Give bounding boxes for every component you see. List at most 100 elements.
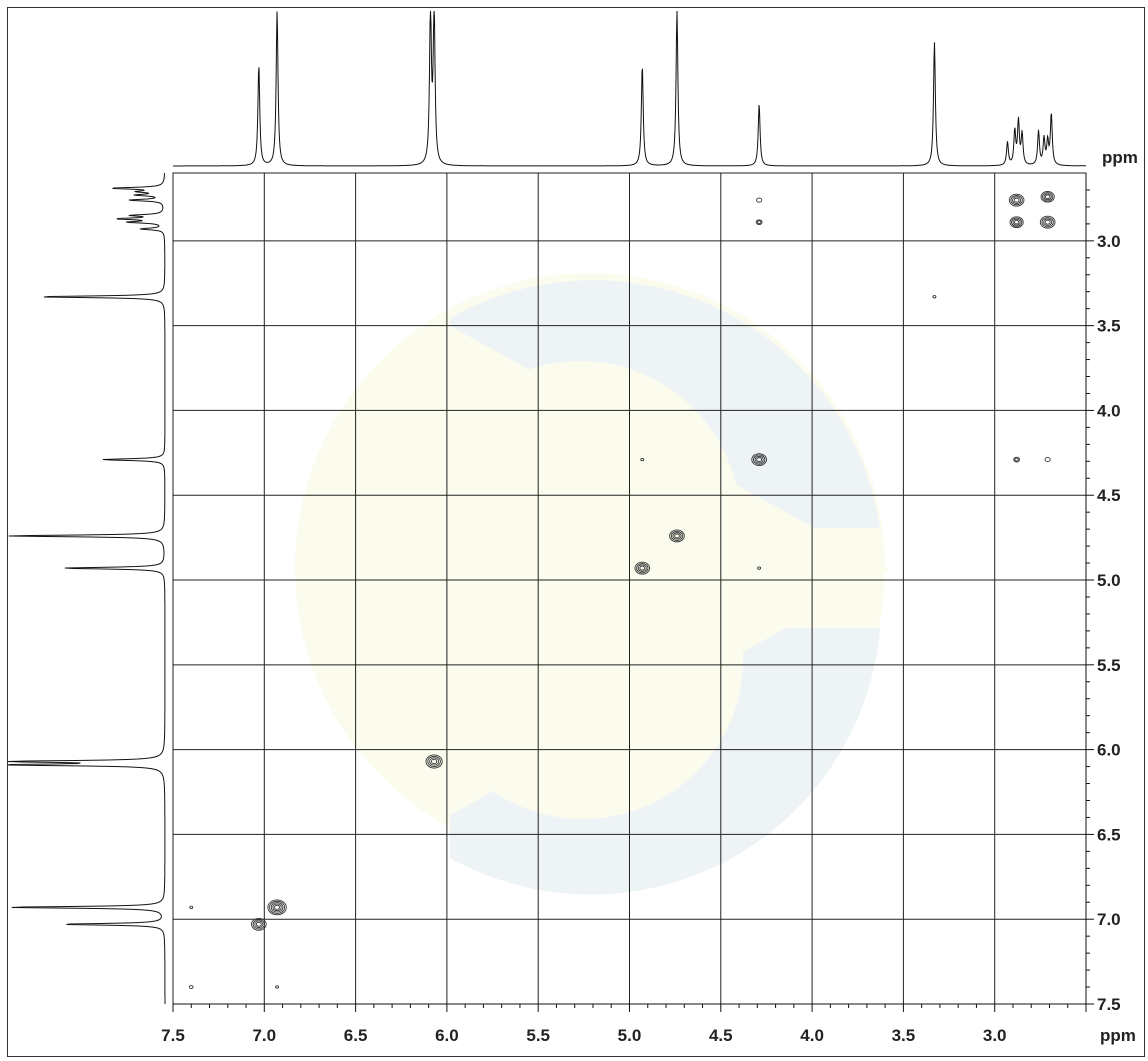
- cross-peak-contour: [1044, 457, 1051, 463]
- cross-peak: [669, 529, 685, 543]
- cross-peak: [251, 917, 267, 931]
- cross-peak: [1040, 190, 1055, 203]
- cross-peak-contour: [275, 985, 280, 989]
- y-tick-label: 4.5: [1097, 486, 1121, 505]
- cross-peak-contour: [430, 758, 438, 765]
- cross-peak-contour: [1043, 193, 1052, 201]
- cross-peak-contour: [756, 457, 763, 463]
- cross-peak-contour: [269, 900, 286, 914]
- cross-peak: [757, 566, 762, 570]
- cross-peak-contour: [255, 921, 262, 927]
- x-tick-label: 3.0: [983, 1026, 1007, 1045]
- y-tick-label: 7.0: [1097, 910, 1121, 929]
- top-projection-trace: [173, 10, 1087, 167]
- watermark-yellow-wedge: [445, 323, 890, 818]
- cross-peak-contour: [270, 902, 284, 913]
- cross-peak-contour: [189, 905, 194, 909]
- y-tick-label: 5.0: [1097, 571, 1121, 590]
- cross-peak-contour: [757, 566, 762, 570]
- x-tick-label: 7.0: [252, 1026, 276, 1045]
- cross-peak-contour: [754, 455, 764, 464]
- cross-peak-contour: [254, 920, 264, 929]
- cross-peak-contour: [1009, 216, 1024, 228]
- x-axis-unit-label: ppm: [1100, 1026, 1136, 1045]
- cross-peak-contour: [251, 917, 267, 931]
- plot-grid: [172, 172, 1087, 1005]
- cross-peak-contour: [1010, 195, 1023, 206]
- x-tick-label: 5.0: [618, 1026, 642, 1045]
- y-tick-label: 3.0: [1097, 232, 1121, 251]
- cross-peak-contour: [932, 295, 937, 299]
- cross-peak: [189, 905, 194, 909]
- cross-peak-contour: [674, 533, 680, 539]
- cross-peak-contour: [756, 197, 763, 203]
- cross-peak-contour: [425, 754, 443, 769]
- cross-peak-contour: [1012, 196, 1022, 204]
- y-tick-label: 6.0: [1097, 741, 1121, 760]
- cross-peak-contour: [1041, 217, 1054, 228]
- cross-peak-contour: [670, 530, 684, 542]
- cross-peak: [756, 197, 763, 203]
- x-tick-label: 7.5: [161, 1026, 185, 1045]
- cross-peak-contour: [1039, 215, 1056, 229]
- cross-peak-contour: [637, 564, 647, 572]
- x-tick-label: 6.0: [435, 1026, 459, 1045]
- cross-peak-contour: [756, 220, 762, 225]
- cross-peak-contour: [1011, 217, 1023, 227]
- cross-peak: [425, 754, 443, 769]
- cross-peak: [1039, 215, 1056, 229]
- cross-peaks: [188, 190, 1056, 989]
- cross-peak-contour: [751, 453, 767, 467]
- cross-peak-contour: [634, 561, 651, 575]
- x-tick-label: 4.5: [709, 1026, 733, 1045]
- cross-peak-contour: [1013, 456, 1021, 463]
- cross-peak-contour: [752, 454, 766, 465]
- cross-peak-contour: [639, 565, 646, 571]
- y-tick-label: 3.5: [1097, 317, 1121, 336]
- cross-peak-contour: [1012, 218, 1021, 226]
- cross-peak: [1008, 193, 1025, 207]
- y-tick-label: 7.5: [1097, 995, 1121, 1014]
- watermark-blue-arc-top: [450, 280, 880, 528]
- cross-peak-contour: [1013, 219, 1020, 225]
- cross-peak-contour: [1043, 218, 1053, 226]
- y-tick-label: 4.0: [1097, 401, 1121, 420]
- cross-peak: [188, 985, 194, 989]
- cross-peak-contour: [640, 457, 645, 462]
- x-tick-label: 5.5: [526, 1026, 550, 1045]
- cross-peak-contour: [1044, 194, 1051, 199]
- cross-peak-contour: [672, 532, 682, 540]
- x-axis: 7.5 7.0 6.5 6.0 5.5 5.0 4.5 4.0 3.5 3.0: [161, 1003, 1087, 1045]
- cross-peak: [634, 561, 651, 575]
- cross-peak-contour: [1044, 219, 1051, 225]
- cross-peak-contour: [274, 904, 281, 910]
- cross-peak: [755, 219, 763, 226]
- cross-peak-contour: [427, 755, 441, 768]
- cross-peak-contour: [669, 529, 685, 543]
- y-tick-label: 6.5: [1097, 825, 1121, 844]
- cross-peak: [1044, 457, 1051, 463]
- cross-peak-contour: [272, 903, 282, 912]
- left-projection-trace: [7, 173, 166, 1004]
- watermark-logo: [295, 273, 890, 895]
- y-tick-label: 5.5: [1097, 656, 1121, 675]
- cross-peak-contour: [1042, 192, 1054, 202]
- cross-peak-contour: [429, 757, 440, 766]
- x-tick-label: 6.5: [344, 1026, 368, 1045]
- watermark-blue-arc-bottom: [450, 628, 880, 895]
- cross-peak-contour: [755, 219, 763, 226]
- top-projection-spectrum: [173, 10, 1087, 167]
- cross-peak: [267, 899, 287, 916]
- cross-peak: [275, 985, 280, 989]
- cross-peak: [751, 453, 767, 467]
- cross-peak-contour: [636, 563, 649, 574]
- cross-peak-contour: [188, 985, 194, 989]
- cross-peak-contour: [1040, 190, 1055, 203]
- cross-peak: [1013, 456, 1021, 463]
- left-projection-spectrum: [7, 173, 166, 1004]
- cross-peak-contour: [252, 919, 265, 930]
- cross-peak: [1009, 216, 1024, 228]
- y-axis: 3.0 3.5 4.0 4.5 5.0 5.5 6.0 6.5 7.0 7.5: [1085, 173, 1121, 1014]
- cross-peak-contour: [1008, 193, 1025, 207]
